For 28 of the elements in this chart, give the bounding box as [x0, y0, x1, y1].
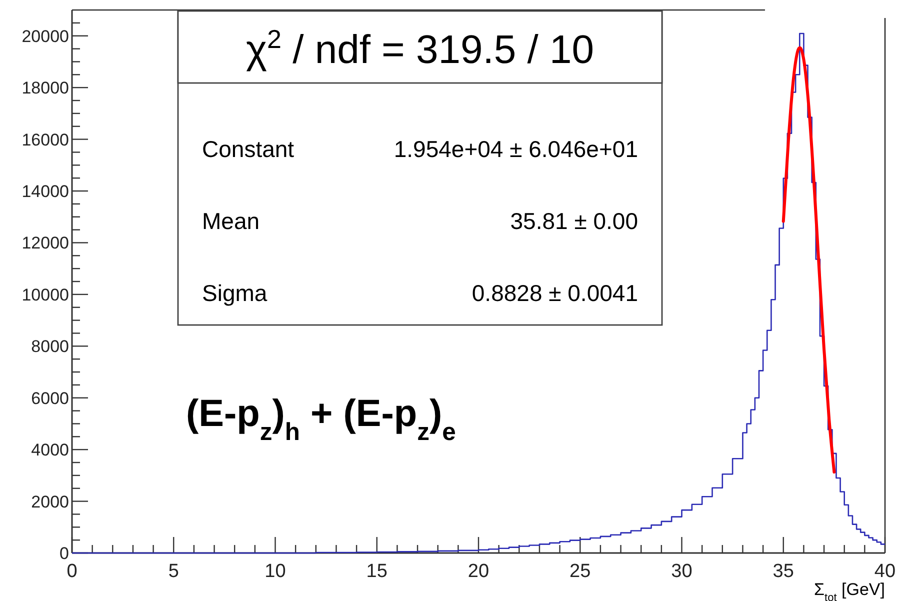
y-tick-label: 8000	[31, 337, 69, 356]
annotation: 0.8828 ± 0.0041	[472, 280, 638, 306]
annotation: Constant	[202, 136, 295, 162]
x-tick-label: 5	[168, 561, 179, 582]
x-tick-label: 10	[264, 561, 286, 582]
annotation: Sigma	[202, 280, 268, 306]
y-tick-label: 2000	[31, 492, 69, 512]
annotation: 1.954e+04 ± 6.046e+01	[394, 136, 638, 162]
annotation: Mean	[202, 208, 260, 234]
x-tick-label: 40	[874, 561, 896, 582]
x-tick-label: 30	[671, 561, 692, 582]
x-axis-title: Σ$_{tot}$ [GeV]	[814, 580, 885, 601]
y-tick-label: 20000	[22, 26, 69, 46]
y-tick-label: 18000	[22, 78, 69, 98]
x-tick-label: 35	[772, 561, 794, 582]
annotation: 35.81 ± 0.00	[510, 208, 638, 234]
x-tick-label: 20	[468, 561, 490, 582]
y-tick-label: 12000	[22, 234, 69, 253]
x-tick-label: 25	[570, 561, 591, 582]
x-tick-label: 15	[366, 561, 388, 582]
y-tick-label: 4000	[31, 440, 69, 460]
y-tick-label: 10000	[22, 285, 69, 304]
y-tick-label: 14000	[22, 182, 69, 201]
annotation: (E-p$_{z}$)$_{h}$ + (E-p$_{z}$)$_{e}$	[186, 393, 456, 446]
annotation: χ$^{2}$ / ndf = 319.5 / 10	[246, 24, 594, 72]
y-tick-label: 6000	[31, 388, 69, 408]
y-tick-label: 16000	[22, 130, 69, 150]
y-tick-label: 0	[60, 544, 69, 563]
